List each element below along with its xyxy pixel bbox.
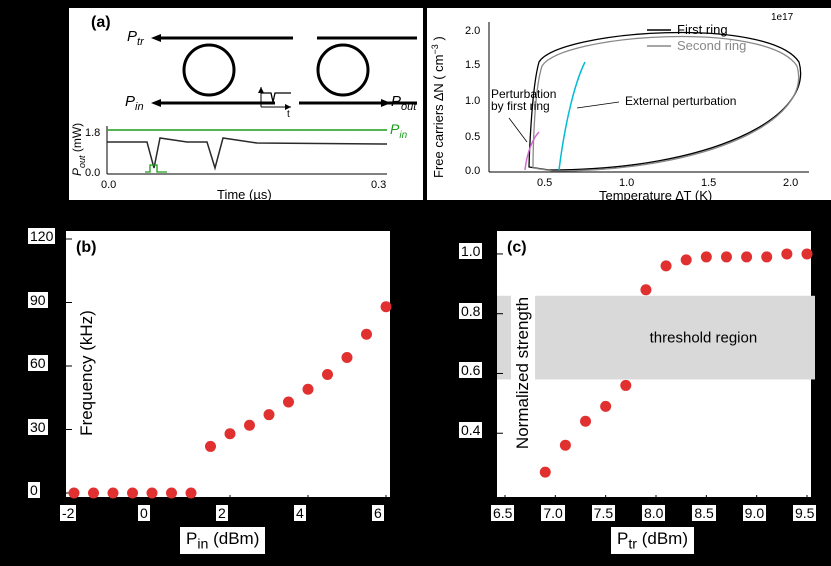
svg-text:0.5: 0.5	[465, 131, 480, 143]
svg-text:0.0: 0.0	[101, 179, 116, 191]
svg-text:0.0: 0.0	[85, 167, 100, 179]
svg-text:2.0: 2.0	[465, 25, 480, 37]
legend-second: Second ring	[677, 38, 746, 53]
panel-b-svg	[66, 231, 394, 501]
svg-text:t: t	[287, 109, 290, 120]
annot-perturbation: Perturbation by first ring	[491, 88, 571, 112]
xlabel-time: Time (µs)	[217, 187, 272, 200]
panel-c: (c) threshold region Normalized strength…	[421, 211, 831, 566]
panel-a-schematic: (a) Ptr Pin Pout t	[69, 8, 423, 200]
panel-c-svg: threshold region	[497, 231, 815, 501]
xlabel-temp: Temperature ∆T (K)	[599, 188, 712, 200]
panel-c-xlabel: Ptr (dBm)	[611, 527, 694, 554]
legend-pin: Pin	[390, 121, 408, 141]
svg-text:0.3: 0.3	[371, 179, 386, 191]
panel-a-phaseplot: First ring Second ring 0.5 1.0 1.5 2.0 0…	[427, 8, 831, 200]
label-ptr: Ptr	[127, 28, 145, 48]
svg-text:1.0: 1.0	[465, 95, 480, 107]
svg-text:0.0: 0.0	[465, 165, 480, 177]
svg-text:1.5: 1.5	[465, 59, 480, 71]
svg-text:2.0: 2.0	[783, 177, 798, 189]
panel-b-ylabel: Frequency (kHz)	[75, 306, 99, 440]
svg-text:1.8: 1.8	[85, 127, 100, 139]
svg-text:0.5: 0.5	[537, 177, 552, 189]
legend-first: First ring	[677, 22, 728, 37]
panel-b: (b) Frequency (kHz) Pin (dBm) -202460306…	[0, 211, 410, 566]
svg-text:threshold region: threshold region	[650, 330, 758, 347]
exponent-label: 1e17	[771, 12, 794, 23]
schematic-svg: Ptr Pin Pout t t	[69, 8, 423, 200]
panel-b-plotarea: (b)	[64, 229, 392, 499]
panel-a-label: (a)	[91, 14, 111, 32]
panel-c-ylabel: Normalized strength	[511, 293, 535, 453]
panel-c-plotarea: (c) threshold region	[495, 229, 813, 499]
label-pout: Pout	[391, 93, 417, 113]
annot-external: External perturbation	[625, 94, 736, 108]
label-pin: Pin	[125, 93, 144, 113]
panel-b-xlabel: Pin (dBm)	[180, 527, 265, 554]
ylabel-carriers: Free carriers ∆N ( cm−3 )	[430, 36, 446, 178]
